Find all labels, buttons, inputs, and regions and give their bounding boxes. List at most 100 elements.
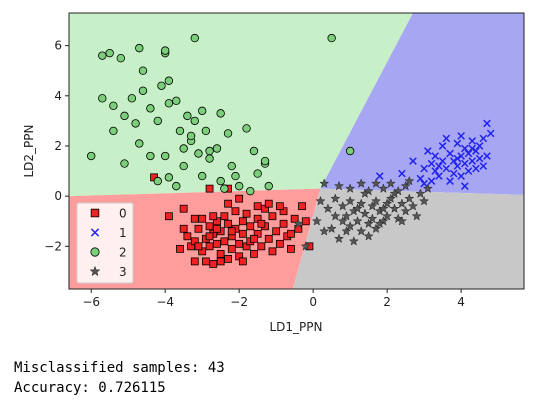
data-point-class-3 [363,218,374,229]
data-point-class-0 [183,232,192,241]
data-point-class-3 [407,200,419,211]
data-point-class-3 [404,193,415,203]
data-point-class-1 [453,162,462,170]
data-point-class-2 [234,181,244,191]
legend-label: 0 [119,207,127,221]
data-point-class-2 [223,129,233,138]
data-point-class-1 [460,182,469,190]
data-point-class-0 [298,202,306,211]
data-point-class-0 [194,224,203,233]
data-point-class-3 [341,210,352,221]
legend-marker-3 [89,265,101,277]
data-point-class-3 [322,203,333,213]
data-point-class-1 [464,167,473,175]
data-point-class-2 [327,33,336,43]
data-point-class-1 [449,157,458,165]
data-point-class-2 [160,46,170,55]
data-point-class-0 [238,257,247,266]
data-point-class-0 [205,222,214,231]
data-point-class-1 [457,132,465,140]
data-point-class-0 [246,222,255,231]
data-point-class-2 [109,126,118,136]
data-point-class-3 [337,216,348,226]
data-point-class-3 [345,221,356,231]
data-point-class-2 [197,171,207,181]
data-point-class-2 [153,176,162,186]
data-point-class-2 [157,81,166,90]
scatter-points [86,33,495,268]
y-axis: −2 0 2 4 6 [44,39,69,253]
data-point-class-2 [220,184,229,193]
y-tick-label: 6 [54,39,62,53]
legend-label: 2 [119,246,127,260]
data-point-class-3 [319,225,330,236]
data-point-class-3 [345,183,356,194]
data-point-class-0 [220,212,229,221]
data-point-class-2 [231,171,240,181]
data-point-class-0 [268,247,277,256]
data-point-class-3 [363,230,374,241]
data-point-class-0 [216,257,225,266]
data-point-class-3 [371,195,382,206]
data-point-class-2 [146,151,155,161]
data-point-class-3 [356,178,367,188]
data-point-class-3 [371,178,382,188]
data-point-class-1 [431,152,440,160]
y-axis-label: LD2_PPN [22,124,36,177]
data-point-class-2 [242,124,251,133]
decision-region-class-3 [292,188,524,289]
data-point-class-2 [260,156,270,166]
data-point-class-2 [246,186,255,196]
data-point-class-0 [205,232,214,241]
data-point-class-0 [176,244,184,253]
data-point-class-3 [367,200,378,211]
data-point-class-0 [216,249,225,258]
data-point-class-0 [242,209,251,218]
data-point-class-1 [409,157,417,165]
data-point-class-3 [396,198,408,208]
data-point-class-3 [378,183,389,194]
data-point-class-2 [249,146,259,156]
data-point-class-3 [374,218,385,229]
data-point-class-1 [442,134,451,143]
data-point-class-3 [385,193,396,203]
x-tick-label: 0 [309,295,317,309]
data-point-class-0 [227,227,236,236]
data-point-class-1 [468,157,477,165]
data-point-class-0 [224,199,232,208]
data-point-class-3 [345,195,356,206]
data-point-class-1 [435,162,443,170]
data-point-class-0 [190,257,199,266]
data-point-class-1 [468,137,477,145]
decision-region-class-2 [69,13,413,197]
data-point-class-1 [446,149,454,158]
data-point-class-2 [135,139,144,148]
data-point-class-1 [468,144,477,153]
data-point-class-2 [227,161,236,171]
data-point-class-0 [264,199,273,208]
data-point-class-3 [396,215,408,226]
data-point-class-0 [205,242,214,251]
data-point-class-2 [179,161,188,171]
data-point-class-0 [179,224,188,233]
data-point-class-0 [205,184,214,193]
data-point-class-2 [175,126,185,136]
data-point-class-0 [275,239,284,248]
data-point-class-2 [164,173,174,182]
data-point-class-3 [389,188,400,198]
data-point-class-0 [250,249,258,258]
data-point-class-2 [160,151,170,161]
data-point-class-0 [238,217,247,226]
data-point-class-2 [205,154,214,163]
data-point-class-3 [300,240,311,251]
data-point-class-0 [250,234,258,243]
data-point-class-2 [190,33,199,43]
data-point-class-2 [138,66,148,75]
x-tick-label: 2 [383,295,391,309]
y-tick-label: 0 [54,189,62,203]
data-point-class-3 [315,195,326,206]
data-point-class-2 [138,86,148,95]
data-point-class-0 [287,244,295,253]
data-point-class-0 [198,214,207,223]
data-point-class-1 [457,172,465,180]
